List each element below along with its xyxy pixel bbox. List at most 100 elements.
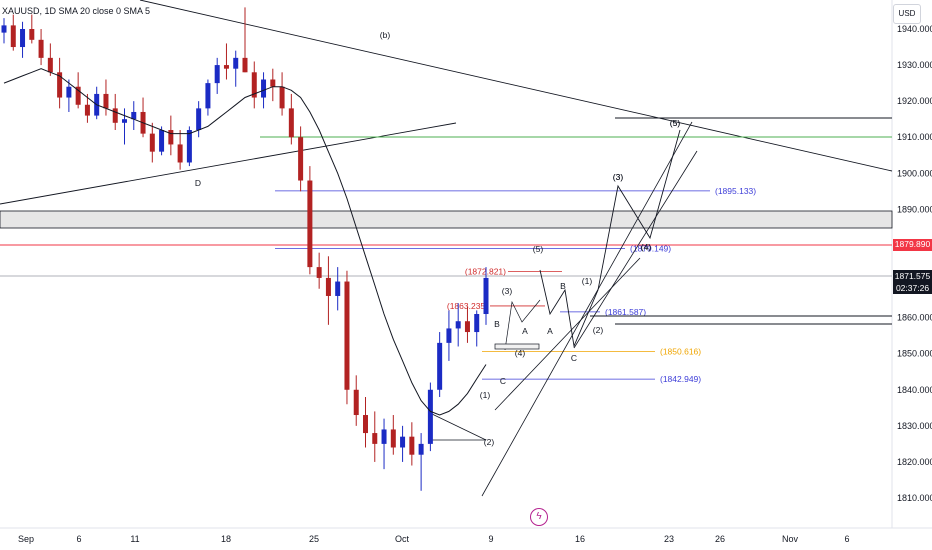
- x-tick-label: 26: [715, 534, 725, 544]
- x-tick-label: 9: [488, 534, 493, 544]
- candle: [483, 267, 489, 325]
- candle: [20, 21, 26, 58]
- y-tick-label: 1860.000: [897, 313, 932, 323]
- candle: [325, 256, 331, 325]
- candle: [335, 267, 341, 311]
- x-tick-label: Nov: [782, 534, 799, 544]
- candle: [38, 29, 44, 66]
- candle: [66, 79, 72, 112]
- x-tick-label: 25: [309, 534, 319, 544]
- channel-line-1: [481, 121, 693, 497]
- x-tick-label: 6: [844, 534, 849, 544]
- y-tick-label: 1830.000: [897, 421, 932, 431]
- wave-label: A: [522, 326, 528, 336]
- candle: [251, 61, 257, 109]
- candle: [363, 396, 368, 448]
- bar-countdown: 02:37:26: [895, 283, 930, 293]
- wave-label: B: [560, 281, 566, 291]
- wave-label: C: [500, 376, 506, 386]
- candle: [84, 93, 90, 123]
- price-level-label: (1863.235): [447, 301, 488, 311]
- price-level: (1850.616): [482, 346, 701, 356]
- candle: [270, 68, 276, 102]
- candle: [186, 126, 192, 167]
- y-tick-label: 1920.000: [897, 96, 932, 106]
- wave-label: (2): [593, 325, 604, 335]
- y-tick-label: 1900.000: [897, 168, 932, 178]
- wave-label: (4): [641, 242, 652, 252]
- flash-icon[interactable]: ϟ: [530, 508, 548, 526]
- candle: [474, 310, 480, 347]
- x-tick-label: 18: [221, 534, 231, 544]
- wave-label: (3): [613, 172, 624, 182]
- x-tick-label: 16: [575, 534, 585, 544]
- candle: [233, 50, 239, 87]
- candle: [316, 252, 322, 289]
- wave-label: (3): [613, 172, 624, 182]
- price-level: (1861.587): [560, 307, 646, 317]
- y-tick-label: 1840.000: [897, 385, 932, 395]
- candle: [409, 422, 415, 466]
- candle: [140, 97, 146, 138]
- wave-label: D: [195, 178, 201, 188]
- candle: [372, 411, 378, 462]
- x-tick-label: 6: [76, 534, 81, 544]
- candle: [10, 14, 16, 51]
- price-level-label: (1850.616): [660, 346, 701, 356]
- wave-label: (4): [515, 348, 526, 358]
- candle: [279, 72, 285, 116]
- small-box: [494, 343, 540, 350]
- wave-label: (b): [380, 30, 391, 40]
- candle: [298, 126, 304, 192]
- x-tick-label: Sep: [18, 534, 34, 544]
- wave-label: (2): [484, 437, 495, 447]
- candle: [344, 270, 350, 405]
- candle: [464, 306, 470, 343]
- y-tick-label: 1890.000: [897, 204, 932, 214]
- candle: [122, 108, 127, 145]
- resistance-zone: [0, 210, 893, 229]
- candle: [149, 122, 155, 163]
- price-level-label: (1895.133): [715, 186, 756, 196]
- candle: [57, 57, 63, 109]
- candle: [131, 101, 137, 131]
- channel-line-2: [573, 150, 698, 349]
- candle: [381, 418, 387, 470]
- wave-label: (5): [670, 118, 681, 128]
- x-tick-label: 23: [664, 534, 674, 544]
- wave-label: (5): [533, 244, 544, 254]
- price-level: (1895.133): [275, 186, 756, 196]
- currency-button[interactable]: USD: [893, 4, 921, 24]
- candle: [353, 375, 359, 426]
- price-level-label: (1861.587): [605, 307, 646, 317]
- wave-label: (1): [480, 390, 491, 400]
- wave-label: B: [494, 319, 500, 329]
- y-tick-label: 1820.000: [897, 457, 932, 467]
- wave-label: (1): [582, 276, 593, 286]
- price-level: (1872.821): [465, 266, 562, 276]
- candle: [427, 382, 433, 452]
- small-wave-path: [504, 299, 541, 351]
- chart-legend: XAUUSD, 1D SMA 20 close 0 SMA 5: [2, 6, 151, 16]
- candle: [223, 43, 229, 80]
- projected-wave-path: [539, 129, 681, 348]
- y-tick-label: 1910.000: [897, 132, 932, 142]
- candle: [205, 79, 211, 116]
- wave-label: A: [547, 326, 553, 336]
- price-level-label: (1879.149): [630, 244, 671, 254]
- y-tick-label: 1810.000: [897, 493, 932, 503]
- candle: [446, 310, 452, 361]
- wave-label: (3): [502, 286, 513, 296]
- price-level: (1863.235): [447, 301, 545, 311]
- candle: [400, 425, 406, 462]
- sma-line: [3, 68, 487, 416]
- x-tick-label: Oct: [395, 534, 410, 544]
- candle: [1, 18, 7, 44]
- candle: [177, 130, 183, 170]
- price-level-label: (1842.949): [660, 374, 701, 384]
- trendline-lower: [0, 122, 457, 205]
- price-level: (1842.949): [482, 374, 701, 384]
- candle: [103, 79, 109, 116]
- y-tick-label: 1940.000: [897, 24, 932, 34]
